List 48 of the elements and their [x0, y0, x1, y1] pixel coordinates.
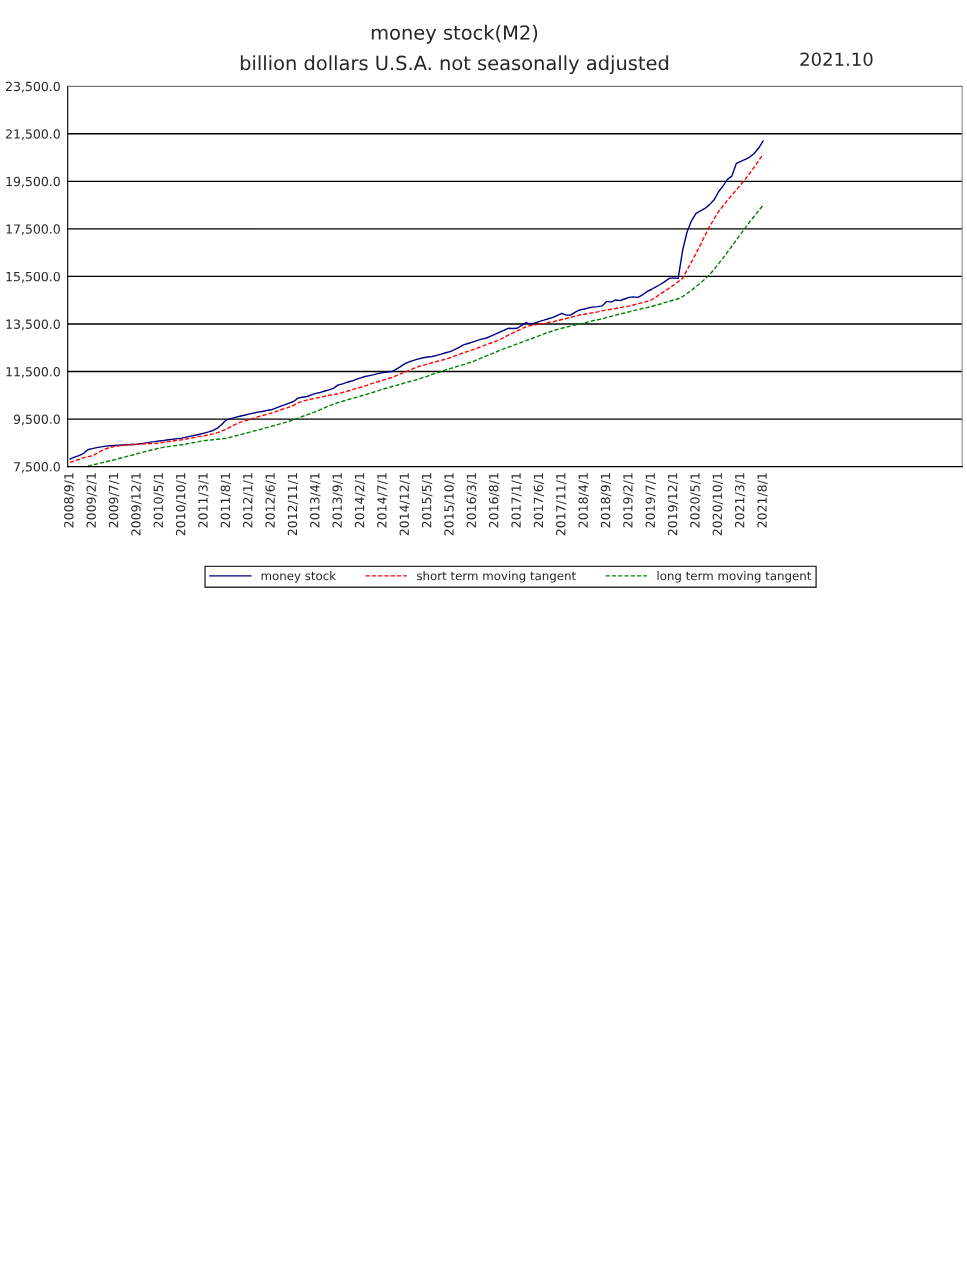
x-tick-label: 2019/12/1 — [667, 473, 679, 536]
x-tick-label: 2011/3/1 — [198, 473, 209, 528]
x-tick-label: 2020/10/1 — [712, 473, 724, 536]
x-tick-label: 2010/10/1 — [175, 473, 187, 536]
y-tick-label: 15,500.0 — [6, 271, 60, 283]
x-tick-label: 2016/8/1 — [488, 473, 500, 528]
x-tick-label: 2013/4/1 — [310, 473, 321, 528]
y-tick-label: 23,500.0 — [6, 81, 60, 93]
text: 2021.10 — [800, 52, 873, 67]
x-tick-label: 2008/9/1 — [64, 473, 75, 528]
x-tick-label: 2014/12/1 — [399, 473, 410, 536]
y-tick-label: 13,500.0 — [6, 319, 60, 331]
x-tick-label: 2016/3/1 — [466, 473, 478, 528]
x-tick-label: 2012/6/1 — [265, 473, 276, 528]
x-tick-label: 2010/5/1 — [153, 473, 164, 528]
y-tick-label: 19,500.0 — [6, 176, 60, 188]
x-tick-label: 2017/11/1 — [556, 473, 567, 536]
chart-title: money stock(M2) — [371, 24, 538, 44]
legend-label: short term moving tangent — [416, 571, 576, 583]
x-tick-label: 2009/2/1 — [86, 473, 97, 528]
x-tick-label: 2017/6/1 — [533, 473, 545, 528]
x-tick-label: 2020/5/1 — [690, 473, 701, 528]
x-tick-label: 2019/7/1 — [645, 473, 656, 528]
x-tick-label: 2018/9/1 — [600, 473, 612, 528]
x-tick-label: 2014/2/1 — [354, 473, 366, 528]
x-tick-label: 2021/3/1 — [734, 473, 746, 528]
x-tick-label: 2019/2/1 — [623, 473, 634, 528]
y-tick-label: 17,500.0 — [6, 224, 60, 236]
x-tick-label: 2012/11/1 — [287, 473, 299, 536]
legend-label: long term moving tangent — [657, 571, 812, 583]
y-tick-label: 11,500.0 — [6, 367, 60, 378]
x-tick-label: 2012/1/1 — [242, 473, 254, 528]
y-tick-label: 21,500.0 — [6, 129, 60, 140]
x-tick-label: 2017/1/1 — [511, 473, 522, 528]
x-tick-label: 2014/7/1 — [377, 473, 388, 528]
x-tick-label: 2009/7/1 — [108, 473, 120, 528]
chart-subtitle: billion dollars U.S.A. not seasonally adjusted — [240, 55, 669, 75]
y-tick-label: 7,500.0 — [14, 462, 60, 473]
x-tick-label: 2009/12/1 — [131, 473, 142, 536]
x-tick-label: 2011/8/1 — [220, 473, 232, 528]
x-tick-label: 2015/10/1 — [444, 473, 455, 536]
y-tick-label: 9,500.0 — [13, 414, 60, 426]
legend-label: money stock — [261, 571, 337, 583]
x-tick-label: 2015/5/1 — [421, 473, 433, 528]
x-tick-label: 2013/9/1 — [332, 473, 343, 528]
x-tick-label: 2018/4/1 — [578, 473, 589, 528]
line-series — [87, 204, 764, 467]
x-tick-label: 2021/8/1 — [757, 473, 768, 528]
